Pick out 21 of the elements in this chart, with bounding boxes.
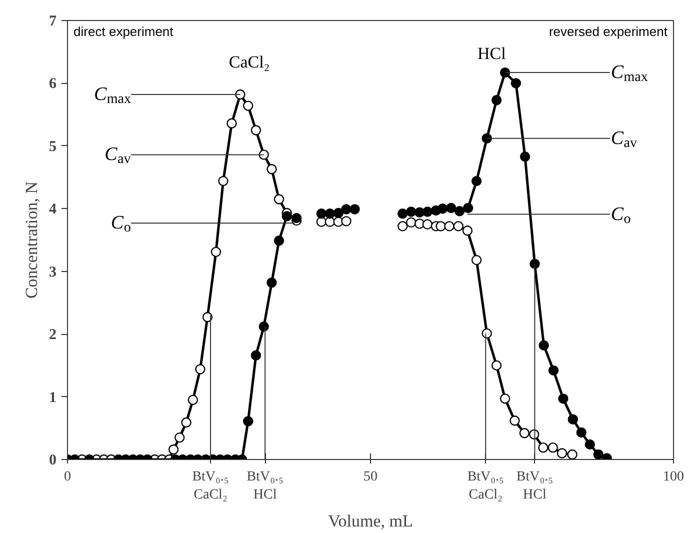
y-tick-label: 0	[49, 452, 56, 468]
y-tick-label: 5	[49, 138, 56, 155]
x-tick-label: BtV₀.₅ CaCl₂	[467, 470, 504, 502]
annotation: direct experiment	[74, 24, 174, 39]
annotation: reversed experiment	[548, 24, 668, 39]
x-tick-label: 50	[364, 470, 378, 484]
x-tick-label: BtV₀.₅ HCl	[246, 470, 284, 502]
x-tick-label: 0	[64, 470, 71, 484]
y-tick-label: 2	[49, 327, 56, 344]
annotation: HCl	[478, 44, 506, 63]
y-tick-label: 3	[49, 264, 56, 280]
x-tick-label: BtV₀.₅ CaCl₂	[192, 470, 229, 502]
y-tick-label: 4	[49, 202, 57, 218]
y-axis-title: Concentration, N	[22, 181, 41, 299]
y-tick-label: 7	[49, 14, 57, 30]
x-axis-title: Volume, mL	[328, 512, 413, 530]
x-tick-label: BtV₀.₅ HCl	[516, 470, 554, 502]
x-tick-label: 100	[663, 470, 684, 484]
annotation: CaCl₂	[228, 52, 270, 72]
y-tick-label: 1	[49, 390, 56, 406]
y-tick-label: 6	[49, 76, 57, 92]
